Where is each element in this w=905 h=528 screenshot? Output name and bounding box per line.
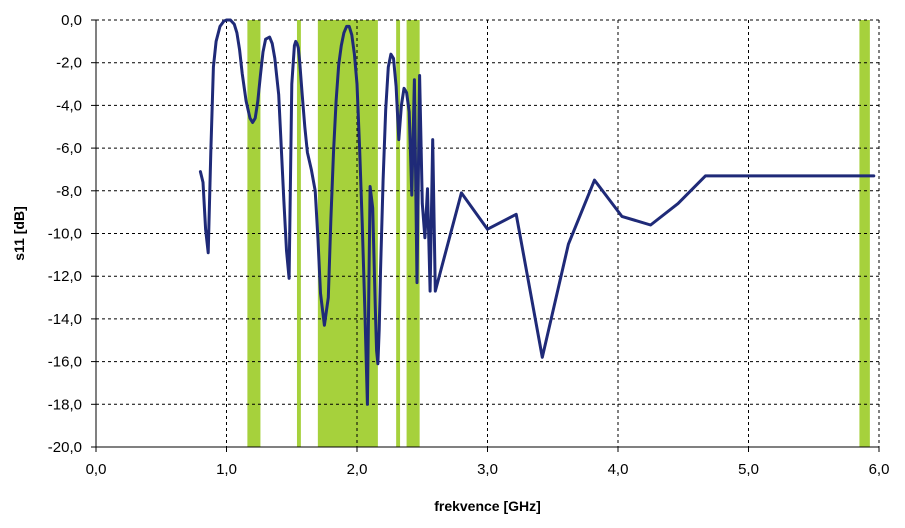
axes	[91, 19, 880, 452]
grid	[96, 19, 880, 447]
series-layer	[198, 18, 876, 406]
y-tick-label: 0,0	[61, 12, 82, 29]
y-tick-label: -4,0	[56, 97, 82, 114]
x-tick-label: 2,0	[347, 461, 368, 478]
y-tick-label: -8,0	[56, 183, 82, 200]
x-tick-label: 6,0	[869, 461, 890, 478]
y-tick-label: -18,0	[48, 396, 82, 413]
y-tick-label: -12,0	[48, 268, 82, 285]
y-tick-label: -14,0	[48, 311, 82, 328]
y-tick-label: -20,0	[48, 439, 82, 456]
y-axis-title: s11 [dB]	[11, 206, 27, 260]
y-tick-label: -16,0	[48, 354, 82, 371]
highlight-band-1	[296, 20, 301, 447]
y-tick-label: -10,0	[48, 226, 82, 243]
x-tick-label: 5,0	[738, 461, 759, 478]
x-axis-title: frekvence [GHz]	[434, 498, 541, 514]
x-tick-label: 4,0	[608, 461, 629, 478]
x-tick-labels: 0,0 1,0 2,0 3,0 4,0 5,0 6,0	[86, 461, 890, 478]
series-line-0	[198, 18, 876, 406]
x-tick-label: 1,0	[216, 461, 237, 478]
y-tick-labels: 0,0 -2,0 -4,0 -6,0 -8,0 -10,0 -12,0 -14,0 -16,0 -…	[48, 12, 82, 456]
y-tick-label: -6,0	[56, 140, 82, 157]
x-tick-label: 0,0	[86, 461, 107, 478]
y-tick-label: -2,0	[56, 55, 82, 72]
x-tick-label: 3,0	[477, 461, 498, 478]
